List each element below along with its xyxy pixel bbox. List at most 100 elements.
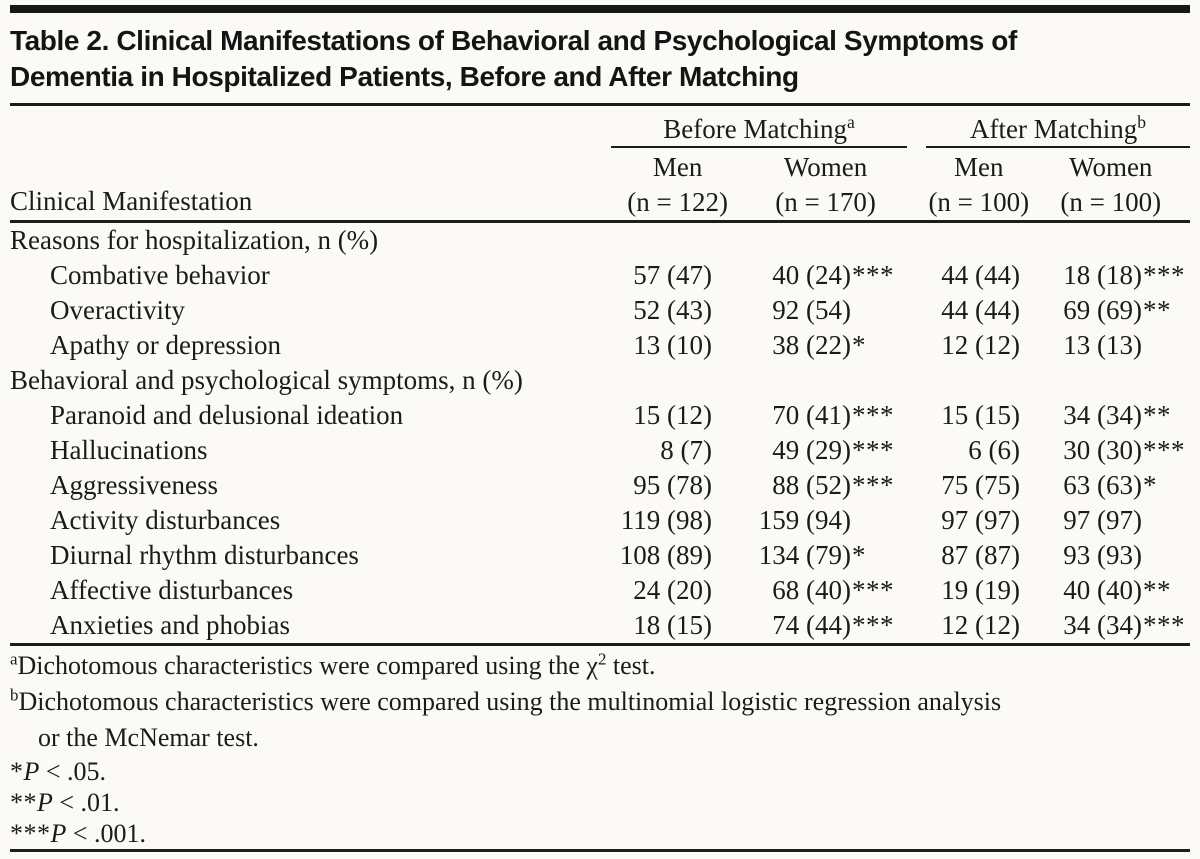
significance-stars: ***	[1143, 260, 1185, 290]
significance-stars	[1020, 328, 1050, 363]
footnote-b-line-2: or the McNemar test.	[38, 723, 259, 752]
table-title-line-1: Table 2. Clinical Manifestations of Beha…	[10, 25, 1017, 56]
significance-stars	[712, 293, 745, 328]
cell-value: 15 (12)	[633, 400, 712, 430]
significance-stars	[1142, 328, 1190, 363]
footnote-mark-a-ref: a	[846, 112, 855, 132]
cell-value: 44 (44)	[941, 295, 1020, 325]
significance-stars: *	[1143, 470, 1157, 500]
significance-stars	[712, 608, 745, 643]
cell-value: 18 (18)	[1063, 260, 1142, 290]
p-symbol: P	[37, 788, 53, 817]
footnote-a: aDichotomous characteristics were compar…	[10, 648, 1190, 684]
significance-stars	[1020, 538, 1050, 573]
row-label: Apathy or depression	[50, 330, 281, 360]
table-row: Activity disturbances 119 (98) 159 (94) 97 …	[10, 503, 1190, 538]
significance-stars: ***	[852, 260, 894, 290]
significance-stars: ***	[1143, 435, 1185, 465]
column-group-after-matching: After Matchingb Men (n = 100) Women (n =…	[926, 112, 1190, 220]
significance-stars: ***	[852, 435, 894, 465]
cell-value: 18 (15)	[633, 610, 712, 640]
table-row: Anxieties and phobias 18 (15) 74 (44) *** 12…	[10, 608, 1190, 643]
cell-value: 40 (40)	[1063, 575, 1142, 605]
significance-stars: ***	[852, 610, 894, 640]
footnote-b-line-1: bDichotomous characteristics were compar…	[10, 684, 1190, 720]
section-row: Reasons for hospitalization, n (%)	[10, 223, 1190, 258]
cell-value: 93 (93)	[1063, 540, 1142, 570]
cell-value: 15 (15)	[941, 400, 1020, 430]
row-label: Diurnal rhythm disturbances	[50, 540, 359, 570]
footnote-mark-b: b	[10, 685, 19, 705]
bottom-rule	[10, 849, 1190, 852]
significance-stars	[712, 503, 745, 538]
group-label-after-matching: After Matchingb	[926, 112, 1190, 148]
column-sex-label: Men	[954, 152, 1004, 182]
significance-stars: **	[1143, 575, 1171, 605]
p-symbol: P	[50, 819, 67, 848]
sig-threshold: < .001.	[66, 819, 147, 848]
footnote-a-text-end: test.	[606, 651, 656, 680]
sig-threshold: < .05.	[39, 757, 107, 786]
column-sex-label: Women	[1069, 152, 1153, 182]
cell-value: 30 (30)	[1063, 435, 1142, 465]
column-n-label: (n = 122)	[627, 187, 728, 217]
significance-stars	[851, 503, 915, 538]
significance-stars	[1020, 573, 1050, 608]
cell-value: 12 (12)	[941, 610, 1020, 640]
footnote-sig-001: ***P < .001.	[10, 818, 1190, 849]
cell-value: 134 (79)	[758, 540, 851, 570]
column-header-after-women: Women (n = 100)	[1032, 148, 1190, 220]
cell-value: 87 (87)	[941, 540, 1020, 570]
column-n-label: (n = 100)	[1060, 187, 1162, 217]
table-header: Clinical Manifestation Before Matchinga …	[10, 106, 1190, 220]
significance-stars: **	[1143, 295, 1171, 325]
row-label: Reasons for hospitalization, n (%)	[10, 225, 379, 255]
row-label: Behavioral and psychological symptoms, n…	[10, 365, 523, 395]
significance-stars: ***	[1143, 610, 1185, 640]
table-row: Aggressiveness 95 (78) 88 (52) *** 75 (75) 63…	[10, 468, 1190, 503]
table-title-line-2: Dementia in Hospitalized Patients, Befor…	[10, 61, 799, 92]
column-n-label: (n = 170)	[775, 187, 876, 217]
header-gap-2	[907, 112, 926, 220]
cell-value: 49 (29)	[772, 435, 851, 465]
group-label-before-matching: Before Matchinga	[611, 112, 907, 148]
significance-stars: **	[1143, 400, 1171, 430]
cell-value: 74 (44)	[772, 610, 851, 640]
cell-value: 69 (69)	[1063, 295, 1142, 325]
column-header-after-men: Men (n = 100)	[926, 148, 1032, 220]
footnote-sig-01: **P < .01.	[10, 787, 1190, 818]
sig-stars: ***	[10, 819, 51, 848]
significance-stars: *	[852, 330, 866, 360]
cell-value: 57 (47)	[633, 260, 712, 290]
cell-value: 13 (10)	[633, 330, 712, 360]
body-divider-rule	[10, 643, 1190, 646]
table-row: Overactivity 52 (43) 92 (54) 44 (44) 69 (69)…	[10, 293, 1190, 328]
cell-value: 119 (98)	[620, 505, 712, 535]
table-row: Affective disturbances 24 (20) 68 (40) *** 1…	[10, 573, 1190, 608]
significance-stars	[1142, 538, 1190, 573]
row-label: Hallucinations	[50, 435, 208, 465]
cell-value: 34 (34)	[1063, 610, 1142, 640]
significance-stars	[1020, 608, 1050, 643]
cell-value: 38 (22)	[772, 330, 851, 360]
cell-value: 88 (52)	[772, 470, 851, 500]
column-group-before-matching: Before Matchinga Men (n = 122) Women (n …	[611, 112, 907, 220]
header-divider-rule	[10, 220, 1190, 223]
row-label: Combative behavior	[50, 260, 270, 290]
significance-stars	[712, 398, 745, 433]
row-label: Anxieties and phobias	[50, 610, 290, 640]
significance-stars	[712, 573, 745, 608]
cell-value: 40 (24)	[772, 260, 851, 290]
stub-column-header: Clinical Manifestation	[10, 186, 253, 216]
significance-stars	[1142, 503, 1190, 538]
top-thick-rule	[10, 5, 1190, 13]
cell-value: 70 (41)	[772, 400, 851, 430]
sig-threshold: < .01.	[52, 788, 120, 817]
cell-value: 44 (44)	[941, 260, 1020, 290]
row-label: Affective disturbances	[50, 575, 294, 605]
cell-value: 13 (13)	[1063, 330, 1142, 360]
cell-value: 97 (97)	[941, 505, 1020, 535]
significance-stars: ***	[852, 400, 894, 430]
group-label-text: After Matching	[970, 114, 1138, 144]
cell-value: 8 (7)	[660, 435, 712, 465]
